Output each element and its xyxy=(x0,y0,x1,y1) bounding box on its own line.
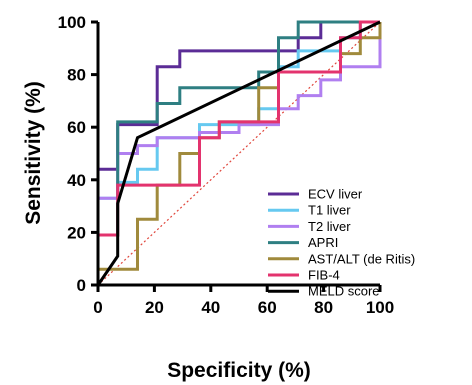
series-layer xyxy=(96,20,382,286)
legend-label: AST/ALT (de Ritis) xyxy=(308,251,415,266)
y-tick-label: 0 xyxy=(77,276,86,295)
x-axis-title: Specificity (%) xyxy=(167,359,311,382)
legend-label: FIB-4 xyxy=(308,268,340,283)
legend-label: MELD score xyxy=(308,284,380,299)
legend-label: APRI xyxy=(308,235,338,250)
y-tick-label: 100 xyxy=(58,13,86,32)
x-tick-label: 0 xyxy=(93,298,102,317)
legend-label: ECV liver xyxy=(308,187,363,202)
reference-diagonal-line xyxy=(97,21,381,286)
x-tick-label: 60 xyxy=(258,298,277,317)
x-tick-label: 80 xyxy=(314,298,333,317)
legend-label: T1 liver xyxy=(308,203,351,218)
y-tick-label: 40 xyxy=(67,171,86,190)
legend-label: T2 liver xyxy=(308,219,351,234)
y-tick-label: 80 xyxy=(67,66,86,85)
series-line-t2-liver xyxy=(96,22,382,285)
x-tick-label: 100 xyxy=(366,298,394,317)
axes xyxy=(96,22,380,287)
x-tick-label: 40 xyxy=(201,298,220,317)
x-tick-label: 20 xyxy=(145,298,164,317)
y-ticks: 0 20 40 60 80 100 xyxy=(58,13,98,295)
y-axis-title: Sensitivity (%) xyxy=(22,81,45,225)
reference-diagonal-layer xyxy=(97,21,381,286)
y-tick-label: 60 xyxy=(67,118,86,137)
series-line-meld-score xyxy=(96,20,381,286)
x-ticks: 0 20 40 60 80 100 xyxy=(93,285,394,317)
y-tick-label: 20 xyxy=(67,223,86,242)
